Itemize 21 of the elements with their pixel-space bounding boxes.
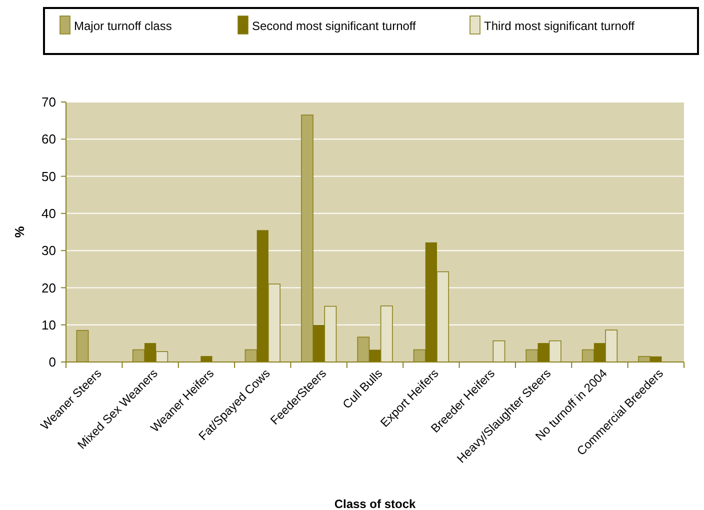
bar [313, 324, 325, 362]
bar [200, 356, 212, 362]
bar [144, 343, 156, 362]
x-axis-title: Class of stock [334, 497, 416, 510]
y-tick-label: 60 [42, 132, 56, 147]
y-axis-title: % [12, 226, 27, 238]
y-tick-label: 70 [42, 94, 56, 110]
y-tick-label: 40 [42, 206, 56, 221]
bar [369, 350, 381, 362]
y-tick-label: 0 [48, 354, 56, 370]
bar [538, 343, 550, 362]
legend-label: Major turnoff class [74, 19, 172, 33]
y-tick-label: 10 [42, 317, 56, 332]
bar [594, 343, 606, 362]
y-tick-label: 20 [42, 280, 56, 296]
legend-label: Third most significant turnoff [484, 19, 636, 33]
y-tick-label: 50 [42, 168, 56, 184]
legend-label: Second most significant turnoff [252, 19, 417, 33]
bar [256, 230, 268, 362]
bar [425, 242, 437, 362]
y-tick-label: 30 [42, 243, 56, 258]
